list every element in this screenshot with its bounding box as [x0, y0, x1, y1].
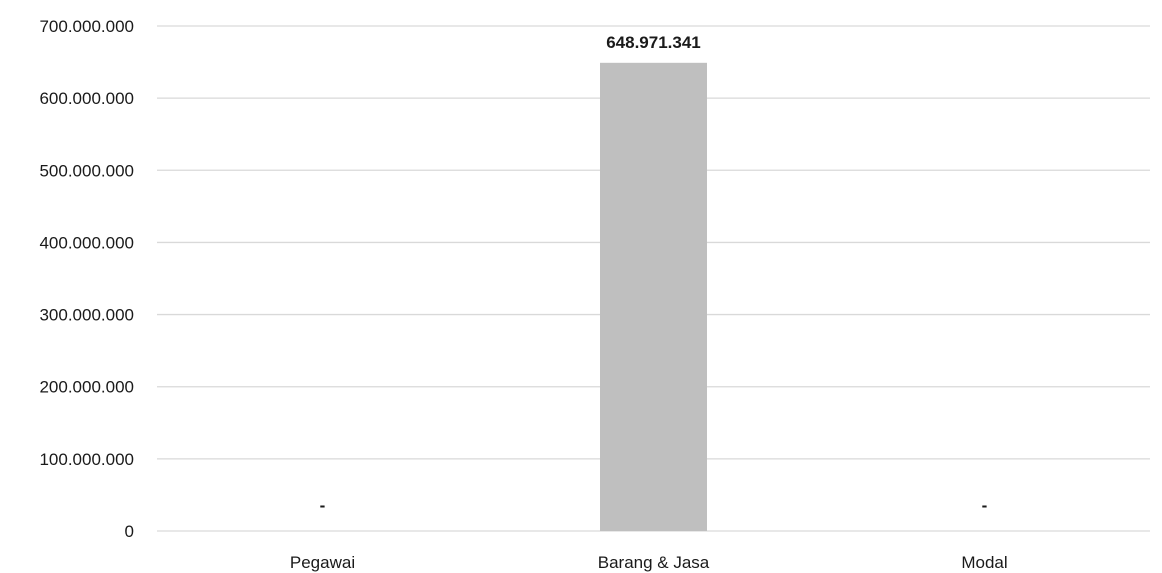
data-label-background — [591, 28, 716, 55]
y-tick-label: 500.000.000 — [39, 161, 134, 180]
y-tick-label: 100.000.000 — [39, 450, 134, 469]
data-label: - — [982, 496, 988, 515]
y-tick-label: 600.000.000 — [39, 89, 134, 108]
bars — [600, 62, 707, 531]
bar — [600, 62, 707, 531]
y-tick-label: 200.000.000 — [39, 378, 134, 397]
y-axis-tick-labels: 0 100.000.000 200.000.000 300.000.000 400.00… — [39, 17, 134, 541]
y-tick-label: 700.000.000 — [39, 17, 134, 36]
y-tick-label: 300.000.000 — [39, 306, 134, 325]
y-tick-label: 0 — [125, 522, 134, 541]
data-labels: - 648.971.341 - — [320, 28, 988, 515]
x-tick-label: Pegawai — [290, 553, 355, 572]
x-tick-label: Barang & Jasa — [598, 553, 710, 572]
data-label: - — [320, 496, 326, 515]
data-label: 648.971.341 — [606, 33, 701, 52]
x-tick-label: Modal — [961, 553, 1007, 572]
x-axis-tick-labels: Pegawai Barang & Jasa Modal — [290, 553, 1008, 572]
y-tick-label: 400.000.000 — [39, 233, 134, 252]
